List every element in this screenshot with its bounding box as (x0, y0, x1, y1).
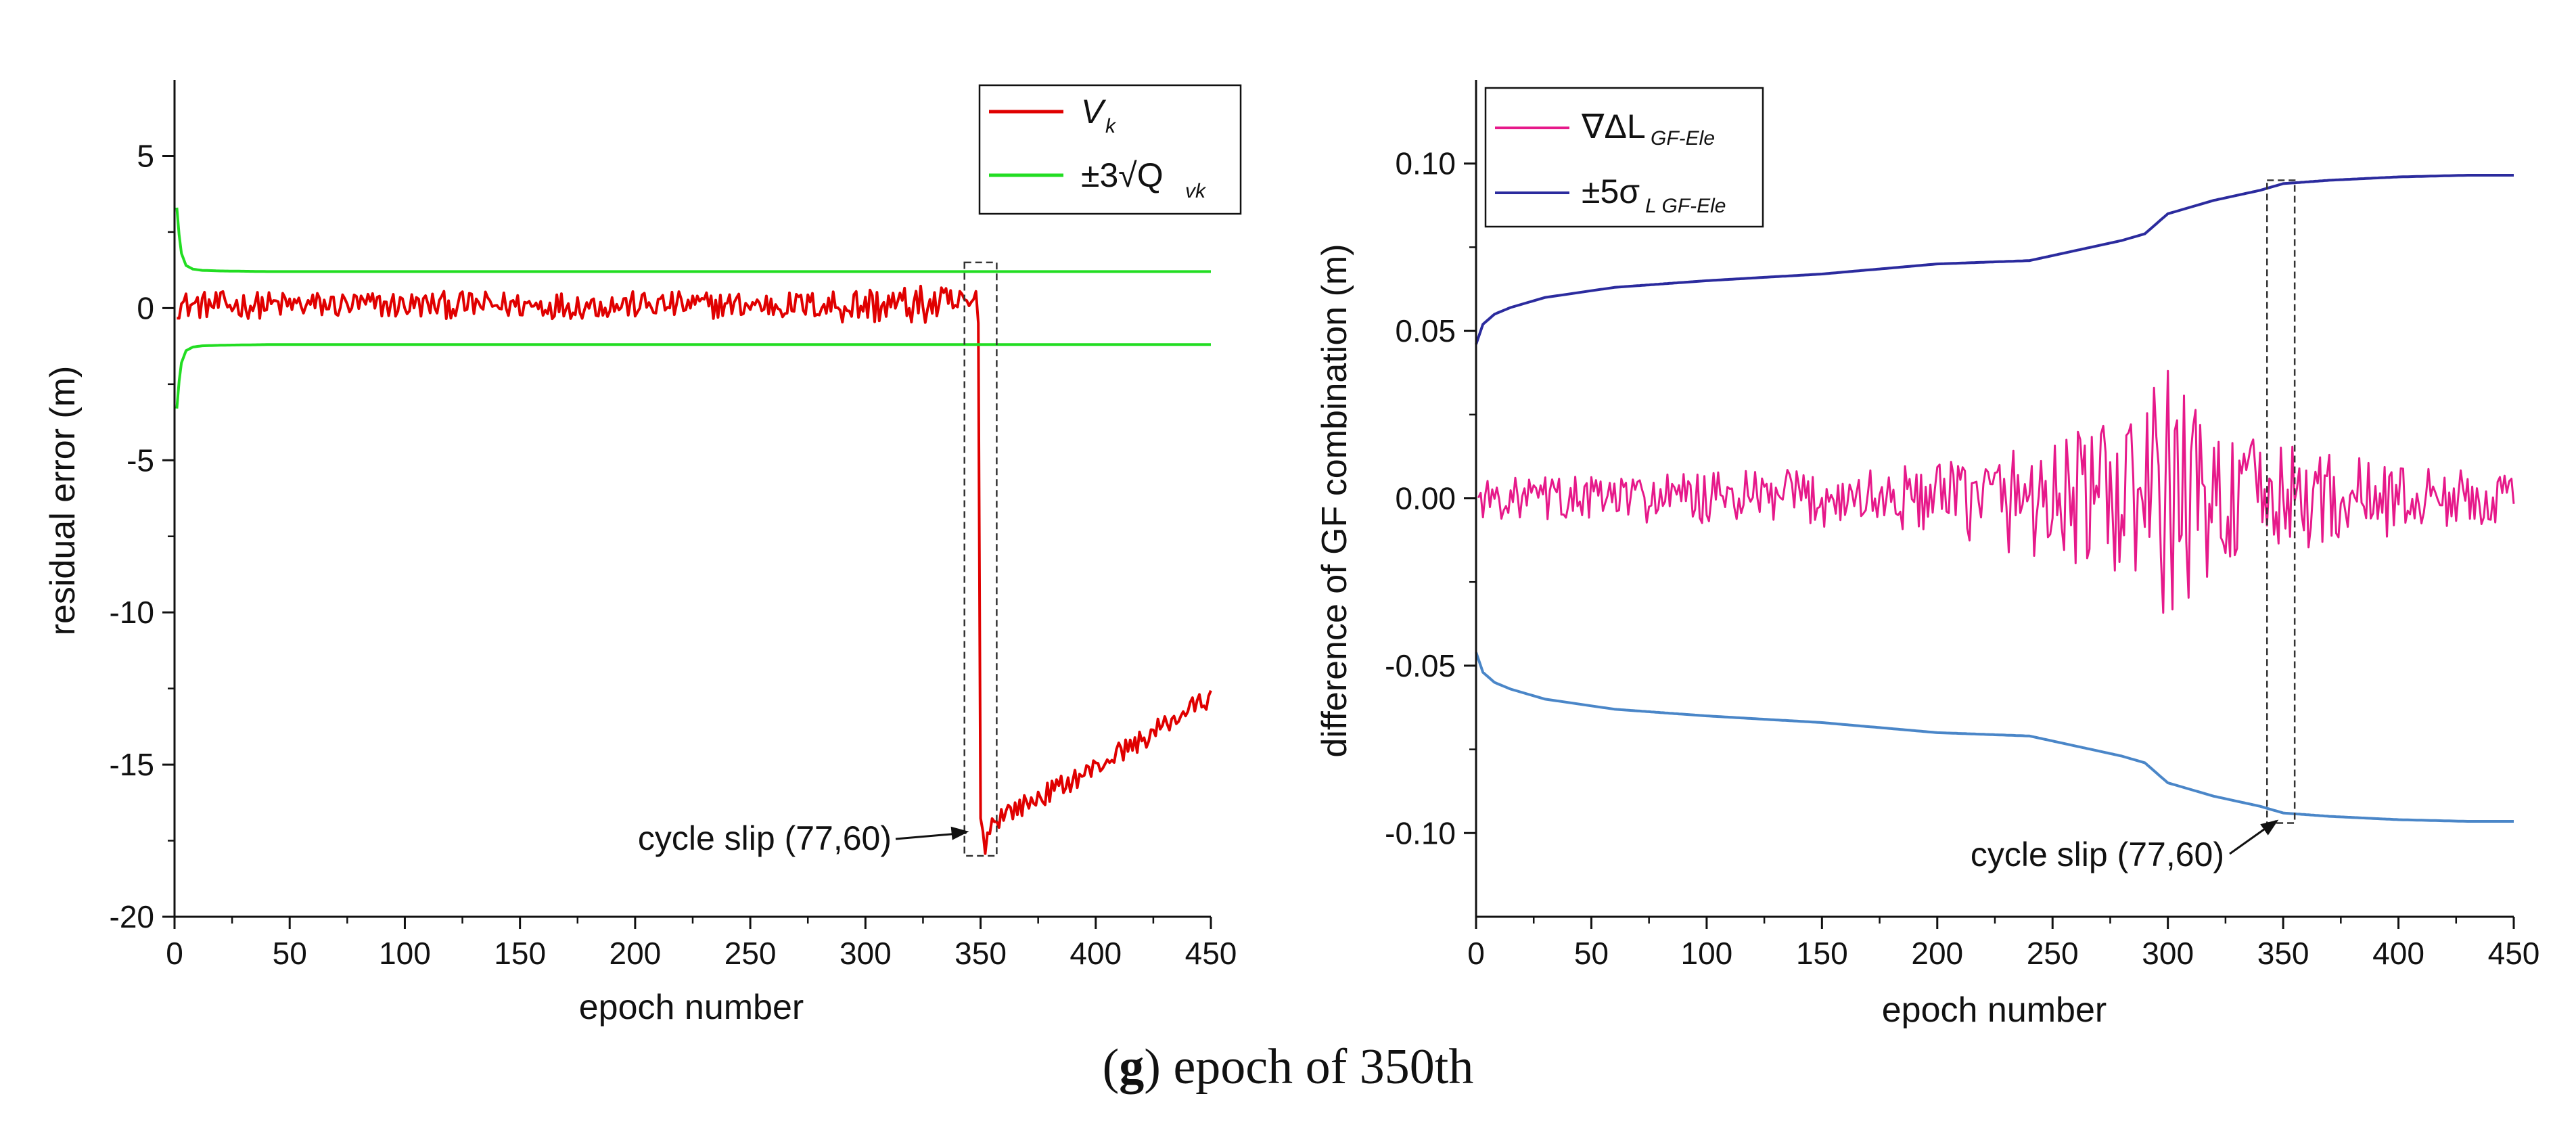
x-tick-label: 250 (2027, 936, 2079, 971)
right-annotation-text: cycle slip (77,60) (1971, 836, 2224, 873)
legend-label-gf: ∇ΔL (1581, 108, 1646, 145)
y-tick-label: -5 (127, 442, 154, 478)
x-tick-label: 0 (166, 936, 183, 971)
annotation-arrow-head (950, 826, 969, 840)
y-tick-label: 0.10 (1395, 146, 1456, 181)
x-tick-label: 200 (1911, 936, 1963, 971)
x-tick-label: 450 (2488, 936, 2540, 971)
left-chart-panel: 0 50 100 150 200 250 300 350 400 450 -20 -15 -10 -5 0 5… (43, 80, 1242, 1027)
series-line-left-2 (175, 343, 1211, 409)
y-tick-label: 0 (137, 290, 154, 325)
x-tick-label: 200 (610, 936, 662, 971)
x-tick-label: 350 (954, 936, 1007, 971)
legend-sub-gf: GF-Ele (1651, 127, 1715, 150)
annotation-arrow-head (2260, 819, 2279, 836)
x-tick-label: 400 (1070, 936, 1122, 971)
right-y-axis-label: difference of GF combination (m) (1315, 244, 1354, 757)
x-tick-label: 0 (1467, 936, 1485, 971)
cycle-slip-box (963, 261, 998, 857)
right-legend: ∇ΔL GF-Ele ±5σ L GF-Ele (1484, 87, 1764, 228)
x-tick-label: 100 (379, 936, 431, 971)
x-tick-label: 350 (2257, 936, 2309, 971)
right-chart-panel: 0 50 100 150 200 250 300 350 400 450 -0.10 -0.05 0.0… (1315, 80, 2539, 1028)
series-line-right-0 (1477, 369, 2515, 614)
y-tick-label: 0.00 (1395, 481, 1456, 516)
series-line-left-0 (177, 284, 1212, 855)
legend-label-q: ±3√Q (1081, 156, 1164, 194)
x-tick-label: 250 (724, 936, 777, 971)
series-line-right-2 (1475, 652, 2514, 823)
figure: 0 50 100 150 200 250 300 350 400 450-20-15-10-505… (43, 80, 2539, 1028)
y-tick-label: -10 (110, 595, 154, 630)
y-tick-label: 0.05 (1395, 313, 1456, 348)
y-tick-label: -20 (110, 899, 154, 934)
cycle-slip-box (2266, 179, 2296, 824)
y-tick-label: 5 (137, 138, 154, 173)
x-tick-label: 50 (1574, 936, 1609, 971)
y-tick-label: -15 (110, 747, 154, 782)
left-annotation-text: cycle slip (77,60) (638, 819, 892, 857)
figure-caption: (g) epoch of 350th (1102, 1039, 1474, 1095)
legend-label-vk: V (1081, 93, 1107, 131)
y-tick-label: -0.05 (1385, 648, 1456, 683)
left-y-axis-label: residual error (m) (43, 366, 83, 636)
x-tick-label: 400 (2372, 936, 2424, 971)
x-tick-label: 300 (840, 936, 892, 971)
series-line-left-1 (175, 207, 1211, 273)
legend-sub-vk: k (1105, 115, 1117, 137)
right-x-axis-label: epoch number (1882, 991, 2107, 1028)
x-tick-label: 150 (1796, 936, 1848, 971)
caption-text: epoch of 350th (1173, 1039, 1474, 1095)
legend-label-sigma: ±5σ (1582, 173, 1640, 210)
series-line-right-1 (1475, 174, 2514, 345)
legend-sub-sigma: L GF-Ele (1645, 195, 1726, 217)
x-tick-label: 50 (273, 936, 307, 971)
x-tick-label: 300 (2142, 936, 2194, 971)
left-x-axis-label: epoch number (579, 988, 804, 1027)
x-tick-label: 100 (1681, 936, 1733, 971)
x-tick-label: 150 (494, 936, 546, 971)
x-tick-label: 450 (1185, 936, 1237, 971)
left-legend: V k ±3√Q vk (978, 84, 1242, 215)
y-tick-label: -0.10 (1385, 815, 1456, 850)
legend-sub-q: vk (1185, 180, 1207, 202)
caption-label: g (1119, 1039, 1145, 1095)
